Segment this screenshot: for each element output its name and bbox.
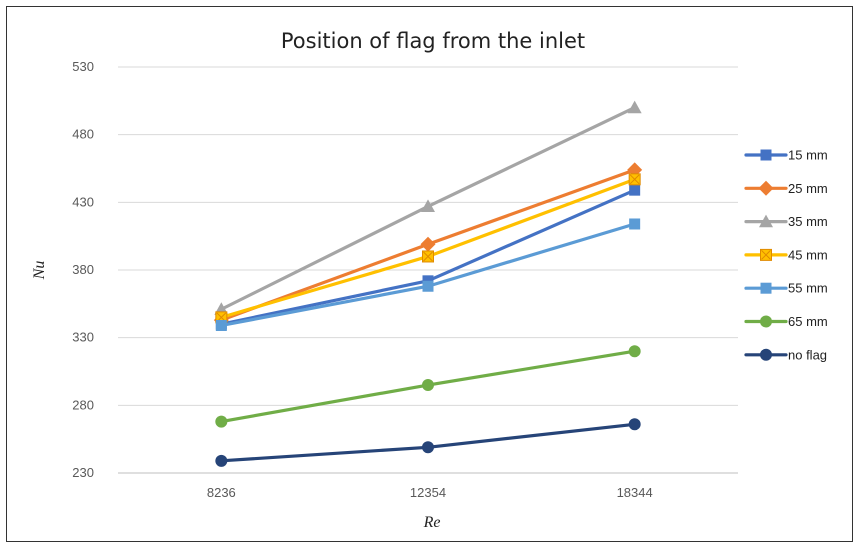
- data-point: [760, 149, 772, 161]
- x-tick-label: 12354: [410, 485, 446, 500]
- data-point: [422, 441, 434, 454]
- legend-item: 45 mm: [744, 247, 828, 262]
- series-55-mm: [215, 218, 641, 331]
- data-point: [629, 218, 641, 230]
- data-point: [422, 280, 434, 292]
- data-point: [422, 250, 434, 263]
- y-axis-label: Nu: [31, 261, 48, 281]
- legend-label: 35 mm: [788, 214, 828, 229]
- x-axis-label: Re: [423, 514, 441, 531]
- y-axis-ticks: 230 280 330 380 430 480 530: [72, 59, 94, 480]
- legend-label: no flag: [788, 347, 827, 362]
- data-point: [759, 214, 773, 228]
- data-point: [421, 199, 435, 212]
- data-point: [760, 315, 772, 328]
- data-point: [760, 282, 772, 294]
- y-tick-label: 230: [72, 465, 94, 480]
- y-tick-label: 530: [72, 59, 94, 74]
- y-tick-label: 380: [72, 262, 94, 277]
- series-group: [213, 100, 643, 467]
- legend-label: 65 mm: [788, 314, 828, 329]
- legend-label: 25 mm: [788, 181, 828, 196]
- data-point: [215, 319, 227, 331]
- gridlines: [118, 66, 738, 474]
- data-point-cross: [423, 251, 433, 262]
- legend-item: 55 mm: [744, 281, 828, 296]
- series-45-mm: [215, 173, 641, 324]
- y-tick-label: 480: [72, 127, 94, 142]
- legend-item: no flag: [744, 347, 827, 362]
- chart-title: Position of flag from the inlet: [281, 29, 585, 53]
- legend-label: 45 mm: [788, 247, 828, 262]
- legend-item: 25 mm: [744, 180, 828, 196]
- data-point: [628, 173, 641, 186]
- series-65-mm: [215, 345, 641, 428]
- data-point-cross: [629, 174, 640, 185]
- series-no-flag: [215, 418, 641, 467]
- legend-item: 65 mm: [744, 314, 828, 329]
- data-point-cross: [761, 250, 771, 260]
- x-tick-label: 8236: [207, 485, 236, 500]
- legend-label: 15 mm: [788, 148, 828, 163]
- data-point: [215, 415, 228, 428]
- data-point: [758, 180, 774, 196]
- y-tick-label: 280: [72, 397, 94, 412]
- data-point: [215, 454, 228, 467]
- data-point: [627, 100, 642, 114]
- data-point: [760, 348, 772, 361]
- data-point: [420, 236, 436, 252]
- data-point: [629, 184, 641, 196]
- y-tick-label: 430: [72, 194, 94, 209]
- x-axis-ticks: 8236 12354 18344: [207, 485, 653, 500]
- data-point: [760, 248, 772, 261]
- series-25-mm: [213, 162, 643, 328]
- data-point: [628, 345, 641, 358]
- legend-item: 35 mm: [744, 214, 828, 229]
- y-tick-label: 330: [72, 330, 94, 345]
- data-point: [628, 418, 641, 431]
- legend-label: 55 mm: [788, 281, 828, 296]
- legend-item: 15 mm: [744, 148, 828, 163]
- x-tick-label: 18344: [617, 485, 653, 500]
- legend: 15 mm 25 mm 35 mm 45 mm 55 mm 65 mm no flag: [744, 148, 828, 362]
- data-point: [422, 379, 434, 392]
